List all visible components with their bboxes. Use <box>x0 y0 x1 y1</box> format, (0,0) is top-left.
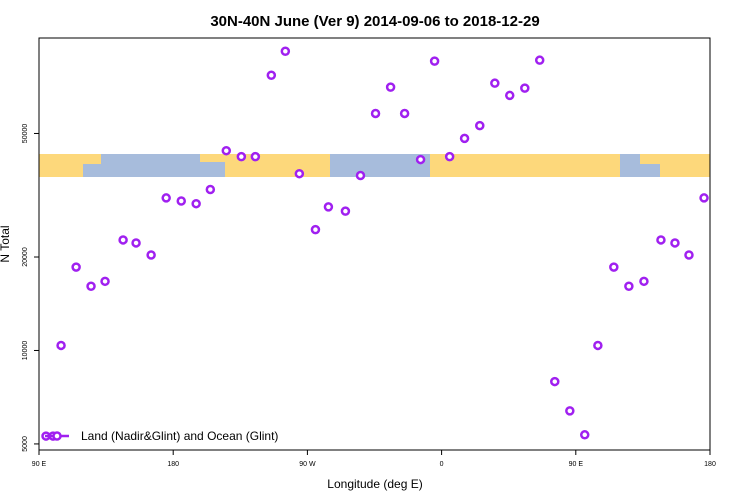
point <box>100 276 110 287</box>
point <box>191 198 201 209</box>
point <box>550 376 560 387</box>
point <box>86 281 96 292</box>
point <box>534 55 545 65</box>
point <box>399 108 410 119</box>
point <box>565 406 575 416</box>
point <box>146 250 156 260</box>
point <box>699 193 709 203</box>
point <box>310 224 321 235</box>
point <box>639 276 649 287</box>
point <box>624 281 634 292</box>
x-tick-label: 90 W <box>299 461 316 468</box>
plot-frame <box>38 37 711 451</box>
x-tick-label: 180 <box>167 461 179 468</box>
point <box>429 56 440 66</box>
point <box>415 154 426 165</box>
point <box>656 235 666 245</box>
point <box>670 238 680 248</box>
point <box>236 151 247 162</box>
point <box>593 340 603 351</box>
point <box>609 262 619 272</box>
point <box>221 145 232 156</box>
point <box>684 250 694 260</box>
y-tick-label: 50000 <box>22 124 29 144</box>
point <box>490 78 500 88</box>
point <box>340 206 351 216</box>
x-axis-label: Longitude (deg E) <box>327 477 422 491</box>
point <box>520 83 530 93</box>
point <box>161 193 171 203</box>
point <box>294 168 305 179</box>
x-tick-label: 0 <box>440 461 444 468</box>
point <box>250 151 261 162</box>
point <box>475 120 485 131</box>
point <box>504 90 515 101</box>
map-band <box>39 154 710 177</box>
x-tick-label: 90 E <box>569 461 584 468</box>
point <box>579 430 590 440</box>
legend-marker <box>52 431 62 441</box>
point <box>323 202 334 212</box>
y-tick-label: 10000 <box>22 341 29 361</box>
legend-label: Land (Nadir&Glint) and Ocean (Glint) <box>81 429 278 443</box>
point <box>280 46 291 57</box>
point <box>385 82 396 92</box>
point <box>205 184 216 195</box>
point <box>131 238 141 248</box>
point <box>444 151 455 162</box>
point <box>118 235 128 245</box>
chart-title: 30N-40N June (Ver 9) 2014-09-06 to 2018-… <box>210 13 539 30</box>
x-tick-label: 90 E <box>32 461 47 468</box>
point <box>56 340 66 351</box>
point <box>176 196 187 206</box>
y-axis-label: N Total <box>0 225 12 262</box>
point <box>370 108 381 119</box>
point <box>266 70 277 80</box>
point <box>71 262 81 272</box>
point <box>355 170 366 181</box>
y-tick-label: 5000 <box>22 436 29 452</box>
point <box>459 133 470 144</box>
y-tick-label: 20000 <box>22 247 29 267</box>
x-tick-label: 180 <box>704 461 716 468</box>
